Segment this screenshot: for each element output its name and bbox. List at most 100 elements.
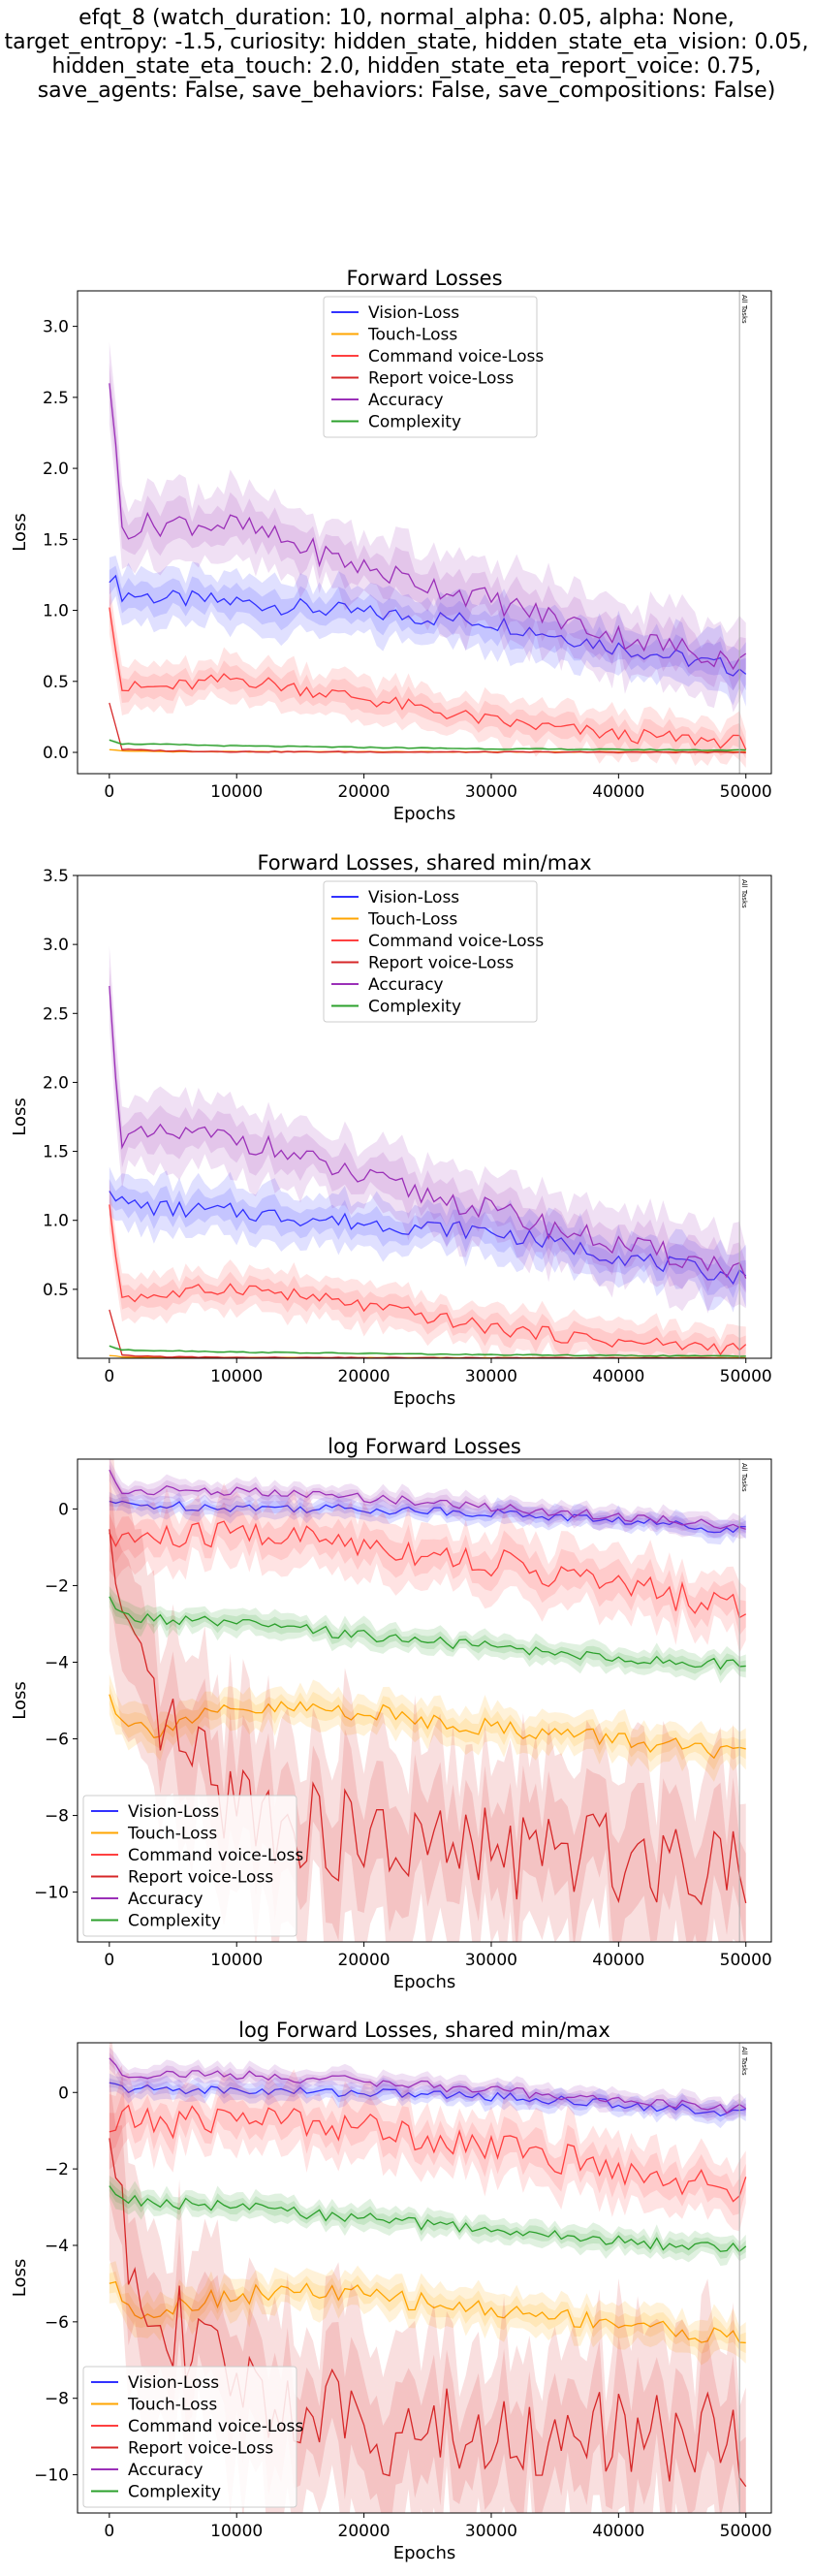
y-tick-label: 3.0: [43, 318, 69, 337]
legend-label-report-voice-loss: Report voice-Loss: [128, 2439, 273, 2459]
band-inner-vision-loss: [109, 2078, 746, 2122]
all-tasks-marker-label: All Tasks: [740, 879, 748, 908]
x-tick-label: 0: [104, 1367, 114, 1386]
series-line-report-voice-loss: [109, 702, 746, 754]
y-tick-label: −2: [45, 2160, 69, 2179]
series-line-accuracy: [109, 2057, 747, 2115]
band-accuracy: [109, 342, 746, 713]
y-tick-label: 2.5: [43, 1004, 69, 1024]
plot-frame: [77, 2042, 772, 2514]
chart-title: log Forward Losses: [328, 1435, 521, 1458]
x-tick-label: 10000: [210, 2522, 263, 2541]
band-inner-vision-loss: [109, 565, 746, 691]
y-tick-label: 1.0: [43, 602, 69, 621]
x-tick-label: 20000: [338, 1367, 391, 1386]
series-line-report-voice-loss: [109, 1529, 747, 1906]
x-axis-label: Epochs: [393, 1972, 456, 1992]
y-tick-label: −6: [45, 2313, 69, 2333]
band-inner-accuracy: [109, 2052, 746, 2116]
band-command-voice-loss: [109, 1482, 746, 1654]
legend-label-touch-loss: Touch-Loss: [127, 2396, 217, 2415]
x-tick-label: 50000: [720, 1367, 772, 1386]
legend-label-accuracy: Accuracy: [368, 391, 444, 410]
band-inner-command-voice-loss: [109, 1502, 746, 1636]
series-line-complexity: [109, 1345, 746, 1357]
series-line-touch-loss: [109, 1694, 746, 1760]
band-accuracy: [109, 945, 746, 1314]
y-tick-label: 0.0: [43, 744, 69, 763]
x-tick-label: 50000: [720, 1951, 772, 1970]
band-complexity: [109, 1586, 746, 1684]
band-inner-accuracy: [109, 363, 746, 691]
chart-log-forward-losses: log Forward Losses All Tasks 0 10000 20000 30…: [10, 1435, 772, 1992]
x-tick-label: 20000: [338, 782, 391, 802]
y-tick-label: −2: [45, 1576, 69, 1596]
y-tick-label: 1.5: [43, 1143, 69, 1162]
x-tick-label: 10000: [210, 782, 263, 802]
legend: Vision-Loss Touch-Loss Command voice-Loss R…: [82, 2366, 303, 2508]
x-tick-label: 40000: [592, 1367, 644, 1386]
x-axis-label: Epochs: [393, 2543, 456, 2563]
band-complexity: [109, 1344, 746, 1358]
band-vision-loss: [109, 1166, 746, 1313]
y-tick-label: −10: [34, 2466, 69, 2486]
y-tick-label: 3.0: [43, 936, 69, 955]
x-tick-label: 10000: [210, 1367, 263, 1386]
x-tick-label: 30000: [465, 1367, 517, 1386]
legend-label-accuracy: Accuracy: [128, 2461, 203, 2480]
series-line-vision-loss: [109, 574, 747, 677]
chart-forward-losses-shared: Forward Losses, shared min/max All Tasks 0…: [10, 851, 772, 1409]
legend-box: [323, 296, 538, 438]
series-line-vision-loss: [109, 1500, 746, 1534]
legend: Vision-Loss Touch-Loss Command voice-Loss R…: [323, 880, 544, 1023]
band-inner-complexity: [109, 1591, 746, 1676]
y-tick-label: 2.0: [43, 1073, 69, 1093]
legend-label-report-voice-loss: Report voice-Loss: [368, 369, 514, 389]
y-tick-label: 2.5: [43, 389, 69, 408]
band-command-voice-loss: [109, 581, 746, 768]
band-vision-loss: [109, 1491, 746, 1545]
series-line-complexity: [109, 739, 746, 751]
y-axis-label: Loss: [10, 513, 30, 551]
legend-label-touch-loss: Touch-Loss: [127, 1825, 217, 1844]
y-tick-label: −8: [45, 1807, 69, 1827]
y-tick-label: 0.5: [43, 673, 69, 692]
band-accuracy: [109, 2047, 746, 2122]
series-line-accuracy: [109, 985, 747, 1279]
plot-area: [109, 342, 747, 768]
x-tick-label: 50000: [720, 2522, 772, 2541]
series-line-command-voice-loss: [109, 1204, 747, 1356]
x-tick-label: 20000: [338, 1951, 391, 1970]
legend-label-complexity: Complexity: [128, 2483, 221, 2502]
y-axis-label: Loss: [10, 1681, 30, 1719]
y-axis-label: Loss: [10, 2259, 30, 2297]
band-inner-accuracy: [109, 1464, 746, 1534]
legend-box: [82, 1795, 297, 1937]
legend-label-touch-loss: Touch-Loss: [367, 910, 457, 930]
chart-title: Forward Losses: [346, 267, 502, 290]
legend-label-complexity: Complexity: [128, 1912, 221, 1931]
series-line-vision-loss: [109, 2082, 746, 2117]
band-inner-command-voice-loss: [109, 2088, 746, 2216]
y-axis-label: Loss: [10, 1097, 30, 1135]
series-line-report-voice-loss: [109, 2138, 747, 2487]
legend-label-accuracy: Accuracy: [368, 975, 444, 995]
y-tick-label: −4: [45, 1653, 69, 1672]
x-axis-label: Epochs: [393, 804, 456, 824]
legend-box: [82, 2366, 297, 2508]
x-tick-label: 30000: [465, 782, 517, 802]
y-tick-label: −10: [34, 1884, 69, 1903]
band-touch-loss: [109, 2261, 746, 2366]
legend-label-command-voice-loss: Command voice-Loss: [368, 932, 544, 951]
y-tick-label: 1.0: [43, 1212, 69, 1231]
legend-label-vision-loss: Vision-Loss: [128, 2373, 219, 2393]
y-tick-label: 3.5: [43, 867, 69, 886]
plot-area: [109, 945, 747, 1358]
legend-label-vision-loss: Vision-Loss: [368, 888, 459, 907]
y-tick-label: −8: [45, 2390, 69, 2409]
chart-title: log Forward Losses, shared min/max: [238, 2019, 610, 2042]
band-inner-vision-loss: [109, 1178, 746, 1298]
x-tick-label: 40000: [592, 1951, 644, 1970]
y-tick-label: 2.0: [43, 460, 69, 479]
band-inner-command-voice-loss: [109, 594, 746, 759]
